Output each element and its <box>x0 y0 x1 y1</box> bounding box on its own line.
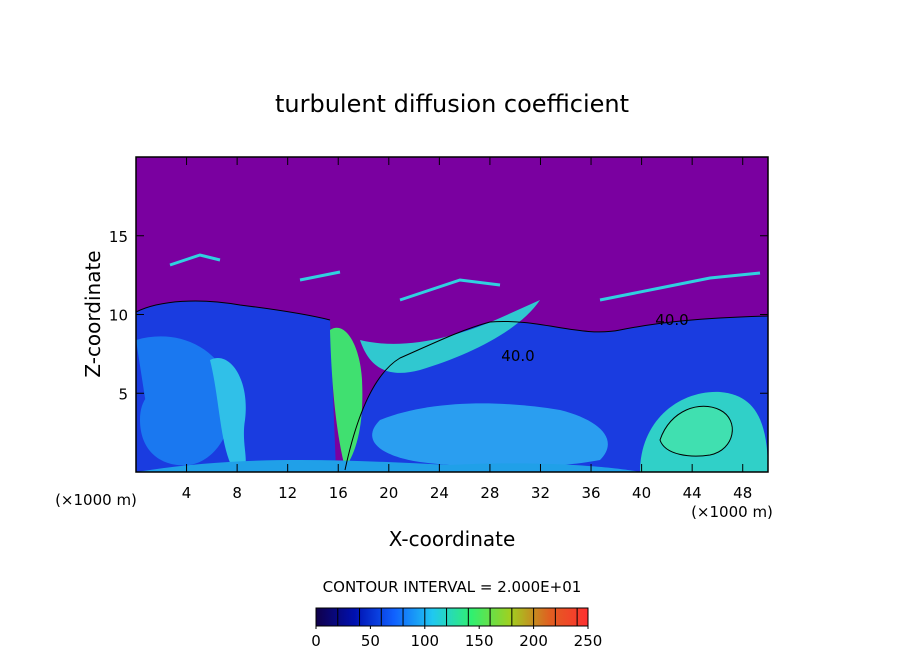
x-tick-label: 32 <box>531 484 550 502</box>
x-tick-label: 44 <box>683 484 702 502</box>
colorbar-tick-label: 250 <box>574 632 603 650</box>
y-unit-label: (×1000 m) <box>55 491 137 509</box>
field-region <box>372 403 608 468</box>
x-unit-label: (×1000 m) <box>691 503 773 521</box>
contour-label: 40.0 <box>655 311 688 329</box>
x-tick-label: 4 <box>182 484 192 502</box>
x-tick-label: 16 <box>329 484 348 502</box>
field-streak <box>169 253 761 302</box>
field-region <box>136 460 640 472</box>
x-tick-label: 24 <box>430 484 449 502</box>
x-tick-label: 48 <box>733 484 752 502</box>
chart-title: turbulent diffusion coefficient <box>275 90 629 118</box>
x-tick-label: 20 <box>379 484 398 502</box>
field-region <box>210 358 246 472</box>
y-tick-label: 15 <box>109 228 128 246</box>
y-axis-title: Z-coordinate <box>81 250 105 377</box>
contour-interval-label: CONTOUR INTERVAL = 2.000E+01 <box>323 578 582 596</box>
colorbar-tick-label: 50 <box>361 632 380 650</box>
colorbar-tick-label: 100 <box>410 632 439 650</box>
contour-line <box>136 300 768 471</box>
colorbar-tick-label: 0 <box>311 632 321 650</box>
field-region <box>136 336 233 466</box>
contour-label: 40.0 <box>501 347 534 365</box>
x-axis-title: X-coordinate <box>389 527 516 551</box>
colorbar-tick-label: 150 <box>465 632 494 650</box>
x-tick-label: 8 <box>232 484 242 502</box>
field <box>136 157 768 472</box>
x-tick-label: 36 <box>581 484 600 502</box>
colorbar <box>315 607 589 627</box>
x-tick-label: 28 <box>480 484 499 502</box>
y-tick-label: 10 <box>109 307 128 325</box>
y-tick-label: 5 <box>118 385 128 403</box>
field-region <box>659 405 733 457</box>
colorbar-tick-label: 200 <box>519 632 548 650</box>
x-tick-label: 12 <box>278 484 297 502</box>
field-region <box>136 300 768 472</box>
x-tick-label: 40 <box>632 484 651 502</box>
